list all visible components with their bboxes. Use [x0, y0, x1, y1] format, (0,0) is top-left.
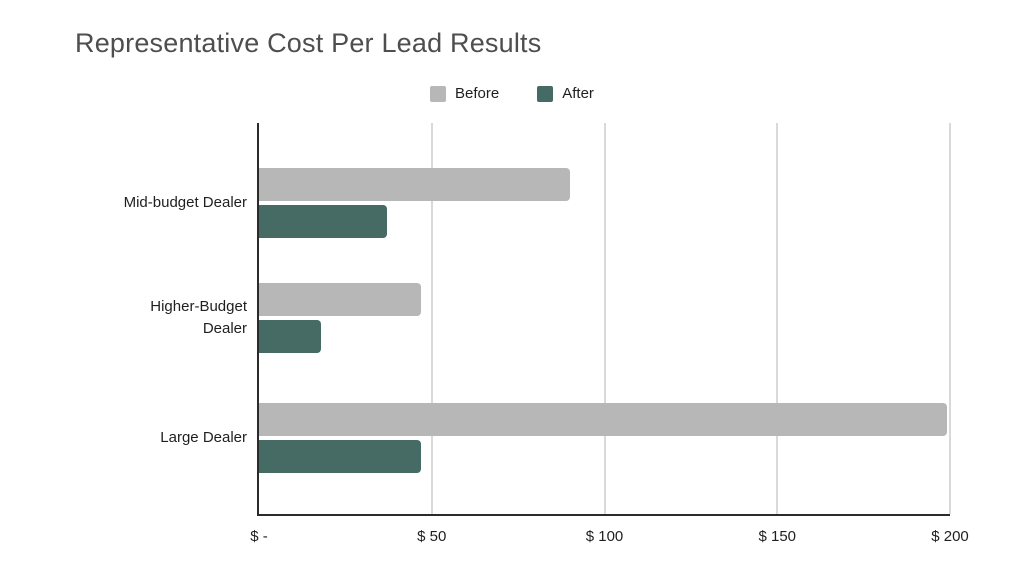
category-label-3: Large Dealer: [160, 429, 247, 446]
category-label-2: Higher-Budget Dealer: [150, 298, 247, 337]
gridline-200: [949, 123, 951, 514]
legend-label-after: After: [562, 85, 594, 102]
gridline-50: [430, 123, 433, 514]
legend-item-after: After: [537, 85, 594, 102]
x-tick-label-150: $ 150: [758, 528, 797, 545]
legend-item-before: Before: [430, 85, 499, 102]
chart-title: Representative Cost Per Lead Results: [75, 28, 542, 58]
bar-after-1: [259, 205, 387, 238]
chart-legend: Before After: [0, 85, 1024, 102]
bar-after-2: [259, 320, 322, 353]
legend-swatch-before-icon: [430, 85, 447, 102]
gridline-100: [603, 123, 606, 514]
x-tick-label-50: $ 50: [417, 528, 447, 545]
category-label-1: Mid-budget Dealer: [123, 194, 247, 211]
bar-before-3: [259, 403, 947, 436]
plot-area: Mid-budget Dealer Higher-Budget Dealer Lar…: [124, 123, 969, 545]
gridline-150: [776, 123, 779, 514]
legend-label-before: Before: [455, 85, 500, 102]
y-axis-line: [257, 123, 259, 514]
bar-before-2: [259, 283, 422, 316]
x-axis-line: [257, 514, 950, 516]
x-tick-label-200: $ 200: [931, 528, 969, 545]
legend-swatch-after-icon: [537, 85, 554, 102]
x-tick-label-0: $ -: [250, 528, 268, 545]
x-tick-label-100: $ 100: [585, 528, 624, 545]
bar-after-3: [259, 440, 422, 473]
bar-before-1: [259, 168, 570, 201]
